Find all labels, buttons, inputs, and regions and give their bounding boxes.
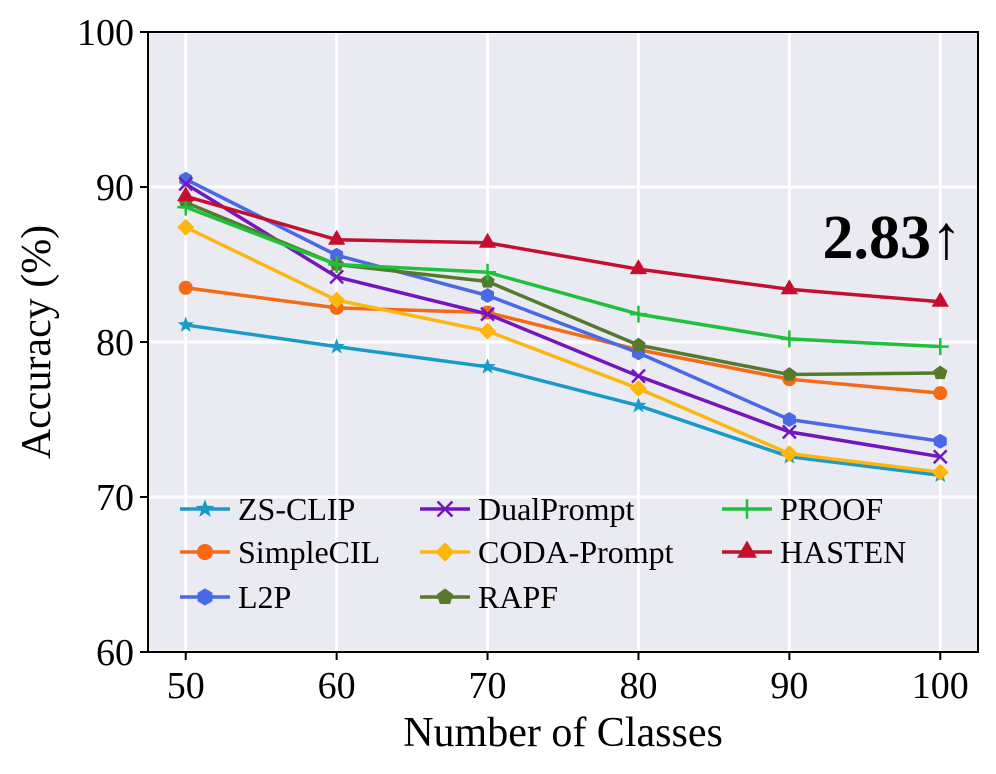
legend-label: PROOF	[780, 491, 883, 527]
data-point-hasten	[478, 232, 497, 248]
series-layer	[177, 171, 949, 483]
legend-marker-hasten	[737, 540, 757, 558]
data-point-proof	[328, 256, 346, 273]
series-line-l2p	[184, 177, 941, 443]
data-point-dualprompt	[329, 269, 345, 285]
data-point-hasten	[931, 291, 949, 307]
series-proof	[177, 198, 949, 356]
legend-item-simplecil: SimpleCIL	[180, 534, 380, 570]
data-point-l2p	[782, 412, 796, 427]
series-hasten	[177, 186, 949, 307]
data-point-hasten	[629, 259, 648, 275]
y-tick-label: 80	[96, 322, 134, 364]
x-tick-label: 70	[469, 665, 507, 707]
legend-marker-proof	[737, 499, 757, 519]
data-point-dualprompt	[480, 306, 495, 322]
series-line-hasten	[185, 194, 941, 304]
series-coda-prompt	[177, 218, 949, 481]
data-point-simplecil	[933, 386, 948, 401]
data-point-zs-clip	[630, 397, 647, 413]
legend-marker-dualprompt	[436, 500, 454, 518]
legend-item-coda-prompt: CODA-Prompt	[420, 534, 674, 570]
legend-marker-simplecil	[196, 543, 214, 561]
y-axis-title: Accuracy (%)	[14, 225, 60, 459]
axis-ticks	[140, 31, 942, 660]
data-point-dualprompt	[178, 176, 194, 192]
x-tick-label: 80	[619, 665, 657, 707]
data-point-coda-prompt	[780, 445, 798, 463]
y-tick-label: 90	[96, 167, 134, 209]
data-point-rapf	[933, 365, 948, 380]
data-point-hasten	[780, 279, 799, 295]
data-point-zs-clip	[479, 358, 496, 374]
improvement-annotation: 2.83↑	[823, 204, 963, 272]
data-point-zs-clip	[177, 316, 194, 332]
legend-label: CODA-Prompt	[478, 534, 674, 570]
x-tick-label: 90	[770, 665, 808, 707]
x-tick-label: 60	[318, 665, 356, 707]
data-point-coda-prompt	[479, 322, 497, 340]
legend-item-hasten: HASTEN	[722, 534, 906, 570]
data-point-zs-clip	[328, 338, 345, 354]
legend-item-rapf: RAPF	[420, 579, 558, 615]
x-tick-label: 50	[167, 665, 205, 707]
legend-marker-zs-clip	[195, 499, 215, 517]
legend-label: DualPrompt	[478, 491, 635, 527]
legend-label: RAPF	[478, 579, 558, 615]
data-point-proof	[629, 305, 647, 323]
legend-item-proof: PROOF	[722, 491, 883, 527]
series-dualprompt	[178, 176, 948, 465]
data-point-coda-prompt	[177, 218, 195, 236]
series-line-simplecil	[185, 286, 941, 395]
x-tick-label: 100	[912, 665, 969, 707]
legend-item-dualprompt: DualPrompt	[420, 491, 635, 527]
data-point-proof	[479, 263, 497, 281]
data-point-simplecil	[178, 280, 193, 295]
data-point-rapf	[631, 337, 646, 352]
data-point-dualprompt	[932, 449, 948, 465]
data-point-hasten	[327, 229, 346, 245]
data-point-proof	[780, 330, 798, 348]
x-axis-title: Number of Classes	[403, 710, 723, 756]
data-point-rapf	[782, 367, 797, 381]
data-point-rapf	[480, 274, 495, 288]
series-l2p	[179, 171, 947, 449]
data-point-l2p	[179, 171, 193, 187]
data-point-l2p	[330, 247, 344, 263]
data-point-coda-prompt	[629, 380, 647, 397]
data-point-dualprompt	[781, 424, 797, 440]
data-point-hasten	[177, 186, 195, 202]
series-line-zs-clip	[185, 323, 941, 478]
series-line-dualprompt	[184, 182, 941, 459]
series-line-coda-prompt	[184, 225, 941, 474]
data-point-coda-prompt	[931, 463, 949, 481]
y-tick-label: 60	[96, 632, 134, 674]
data-point-proof	[177, 198, 195, 216]
data-point-dualprompt	[631, 368, 646, 384]
data-point-proof	[931, 338, 949, 356]
series-line-proof	[185, 205, 941, 349]
legend: ZS-CLIP SimpleCIL L2P DualPrompt CODA-Prompt…	[180, 491, 906, 615]
legend-item-l2p: L2P	[180, 579, 291, 615]
axis-tick-labels: 50 60 70 80 90 100 60 70 80 90 100	[77, 12, 969, 707]
y-tick-label: 100	[77, 12, 134, 54]
data-point-l2p	[481, 288, 495, 303]
legend-marker-coda-prompt	[435, 542, 455, 562]
legend-item-zs-clip: ZS-CLIP	[180, 491, 355, 527]
legend-label: L2P	[238, 579, 291, 615]
legend-label: ZS-CLIP	[238, 491, 355, 527]
legend-label: HASTEN	[780, 534, 906, 570]
legend-marker-l2p	[197, 588, 213, 606]
legend-label: SimpleCIL	[238, 534, 380, 570]
data-point-coda-prompt	[328, 291, 346, 309]
y-tick-label: 70	[96, 477, 134, 519]
legend-marker-rapf	[436, 588, 454, 604]
data-point-l2p	[933, 433, 947, 449]
